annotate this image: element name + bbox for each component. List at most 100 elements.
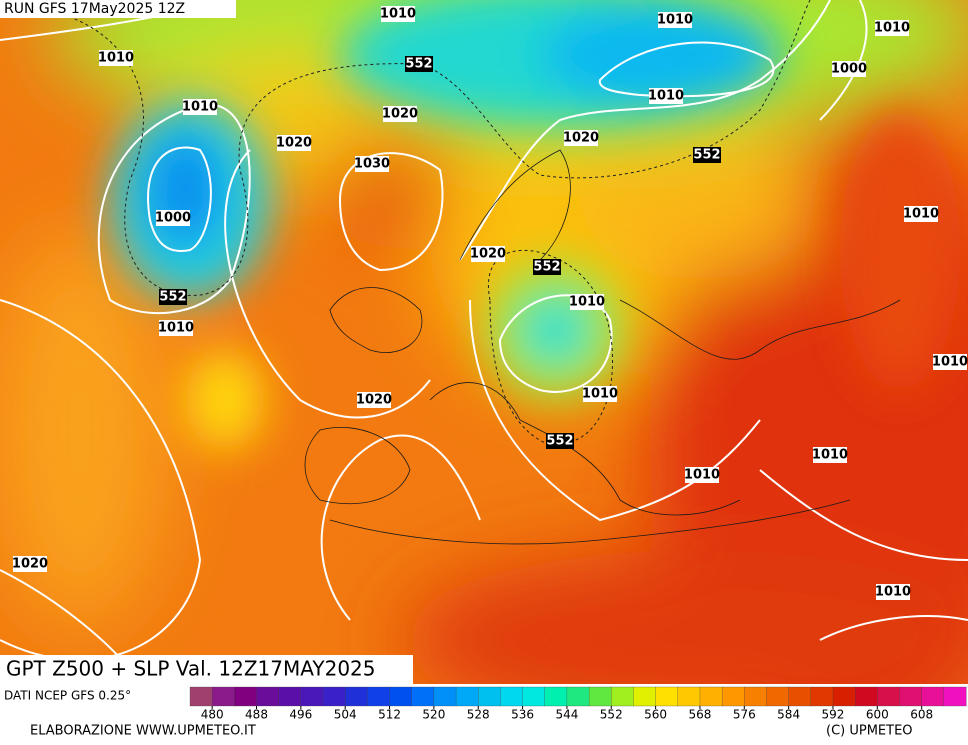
contour-label: 1020 [356,392,392,408]
contour-label: 1000 [831,61,867,77]
contour-label-text: 1010 [182,100,218,115]
color-swatch [189,686,213,707]
color-swatch [943,686,967,707]
contour-label: 1010 [684,467,720,483]
color-swatch [655,686,679,707]
legend-tick-label: 536 [511,708,534,722]
contour-label-text: 1010 [158,321,194,336]
label-bg [693,147,721,163]
label-bg [533,259,561,275]
legend-tick-label: 504 [334,708,357,722]
color-swatch [478,686,501,707]
contour-label-text: 1020 [382,107,418,122]
color-swatch [234,686,257,707]
color-swatch [854,686,878,707]
label-bg [13,556,47,572]
label-bg [159,320,193,336]
coastlines [304,149,901,545]
contour-label: 552 [533,259,561,275]
contour-label: 1020 [12,556,48,572]
contour-label-text: 1000 [155,211,191,226]
color-swatch [256,686,280,707]
label-bg [832,61,866,77]
color-swatch [433,686,457,707]
legend-tick-label: 488 [245,708,268,722]
color-swatch [367,686,390,707]
legend-tick-label: 584 [777,708,800,722]
color-swatch [788,686,812,707]
contour-label: 1020 [470,246,506,262]
contour-label-text: 1010 [98,51,134,66]
contour-label-text: 1020 [563,131,599,146]
contour-label: 1020 [276,135,312,151]
contour-label: 1000 [155,210,191,226]
label-bg [649,88,683,104]
label-bg [277,135,311,151]
label-bg [99,50,133,66]
legend-tick-label: 520 [422,708,445,722]
label-bg [159,289,187,305]
label-bg [876,584,910,600]
copyright: (C) UPMETEO [826,724,913,739]
legend-tick-label: 576 [733,708,756,722]
contour-label-text: 1030 [354,157,390,172]
legend-tick-label: 592 [822,708,845,722]
contour-label-text: 1010 [903,207,939,222]
contour-label-text: 1000 [831,62,867,77]
color-swatch [411,686,435,707]
contour-label-text: 552 [533,260,560,275]
color-swatch [544,686,568,707]
contour-label-text: 552 [546,434,573,449]
contour-label: 552 [405,56,433,72]
label-bg [904,206,938,222]
contour-label: 1010 [380,6,416,22]
label-bg [546,433,574,449]
color-swatch [300,686,324,707]
contour-label: 1010 [582,386,618,402]
label-bg [658,12,692,28]
contour-label: 1010 [98,50,134,66]
map-title: GPT Z500 + SLP Val. 12Z17MAY2025 [6,657,376,681]
legend-tick-label: 560 [644,708,667,722]
contour-label-text: 1020 [12,557,48,572]
color-swatch [212,686,235,707]
label-bg [381,6,415,22]
contour-label-text: 1010 [657,13,693,28]
contour-label-text: 1010 [648,89,684,104]
label-bg [383,106,417,122]
color-swatch [899,686,923,707]
contour-label: 552 [693,147,721,163]
legend-tick-label: 512 [378,708,401,722]
contour-label: 1010 [932,354,968,370]
contour-label: 552 [546,433,574,449]
label-bg [875,20,909,36]
label-bg [933,354,967,370]
color-swatch [877,686,900,707]
contour-label: 1010 [648,88,684,104]
contour-label: 552 [159,289,187,305]
contour-label: 1010 [158,320,194,336]
contour-label-text: 1010 [812,448,848,463]
legend-tick-label: 600 [866,708,889,722]
color-swatch [566,686,590,707]
contour-label: 1010 [812,447,848,463]
color-swatch [744,686,767,707]
color-swatch [278,686,302,707]
label-bg [355,156,389,172]
color-swatch [522,686,546,707]
run-box [0,0,236,18]
color-swatch [677,686,701,707]
label-bg [583,386,617,402]
run-label: RUN GFS 17May2025 12Z [4,1,185,17]
color-swatch [500,686,524,707]
color-swatch [345,686,368,707]
contour-label-text: 552 [405,57,432,72]
contour-label: 1010 [875,584,911,600]
color-swatch [721,686,745,707]
contour-label: 1010 [657,12,693,28]
color-swatch [611,686,634,707]
contour-label: 1010 [874,20,910,36]
label-bg [405,56,433,72]
contour-label: 1020 [563,130,599,146]
